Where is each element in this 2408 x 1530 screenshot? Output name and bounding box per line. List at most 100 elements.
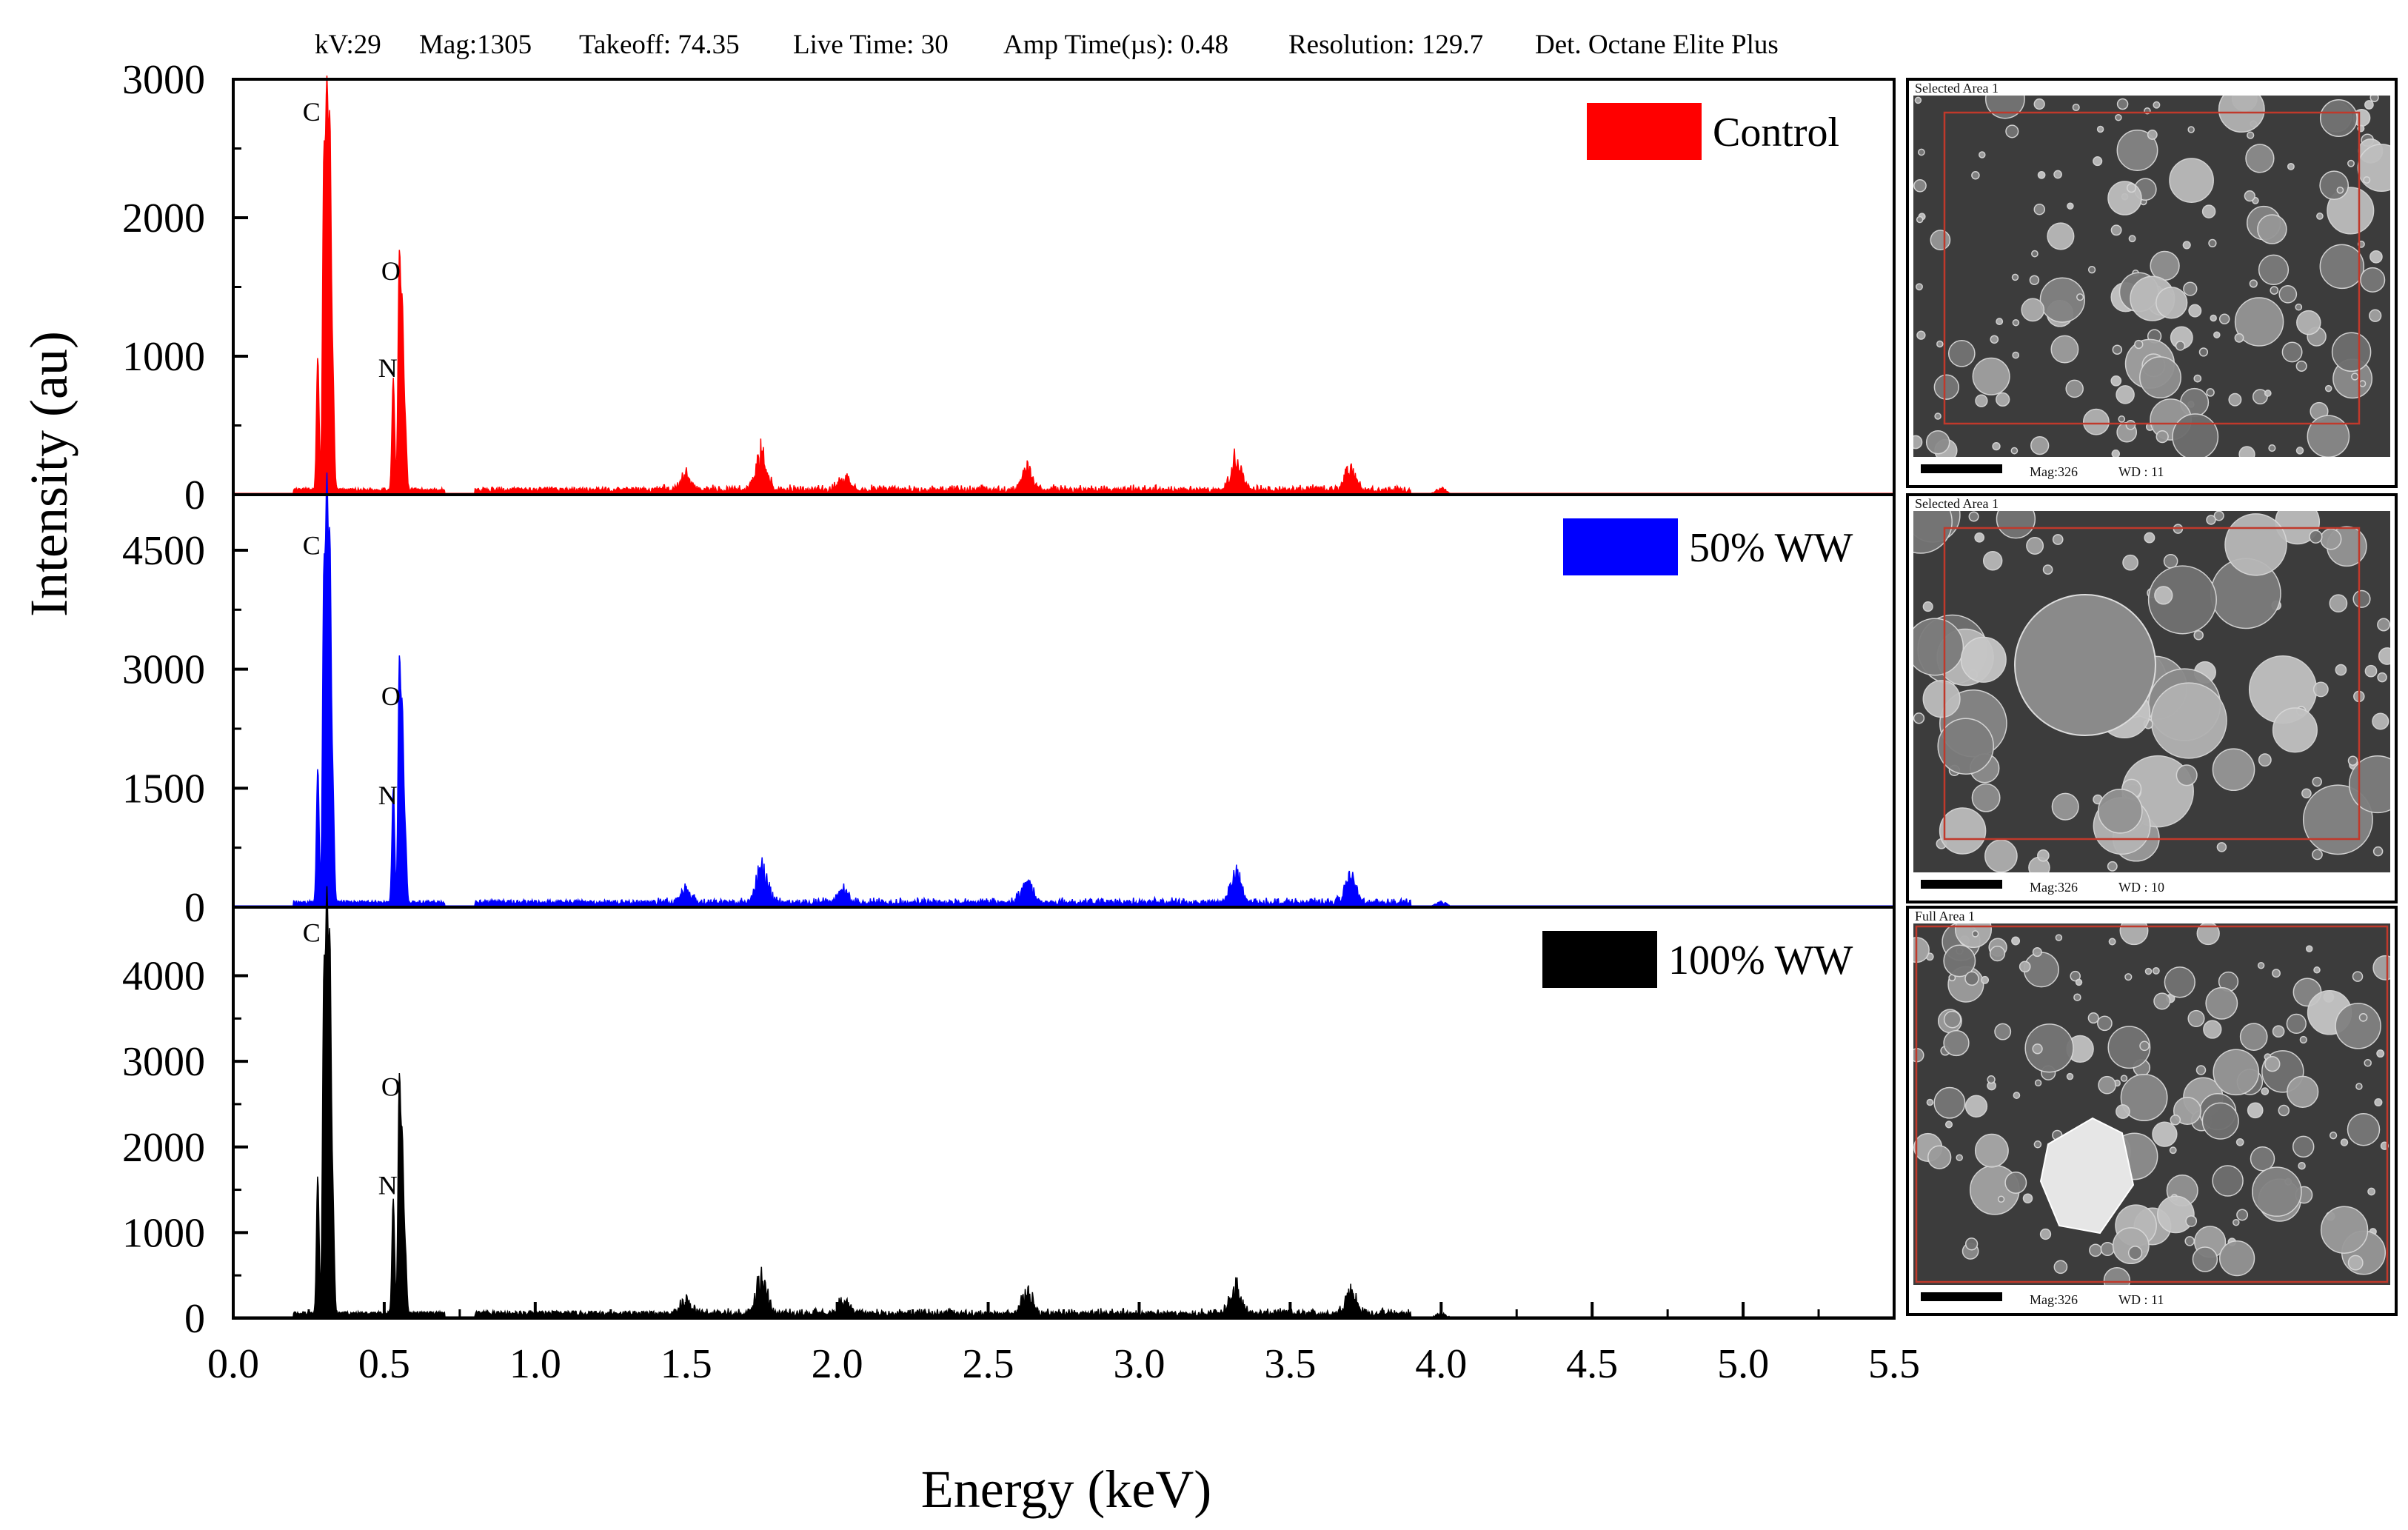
particle [2301, 788, 2312, 799]
legend-label: 100% WW [1668, 938, 1853, 983]
header-item: Mag:1305 [419, 30, 532, 60]
particle [1943, 1010, 1961, 1029]
particle [2029, 275, 2040, 285]
y-tick-label: 2000 [122, 196, 205, 241]
particle [2201, 1102, 2239, 1140]
particle [2312, 681, 2329, 698]
particle [1989, 945, 2006, 962]
peak-label-N: N [378, 353, 398, 383]
scale-bar [1921, 880, 2002, 889]
particle [2347, 755, 2358, 766]
particle [1913, 511, 1953, 554]
particle [2234, 333, 2244, 343]
particle [2329, 594, 2348, 613]
particle [1913, 712, 1925, 724]
panel-2: 0 1000 2000 3000 4000 C O N 100% WW [122, 886, 1896, 1342]
particle [1971, 783, 2001, 812]
particle [2313, 966, 2321, 974]
particle [1981, 975, 1990, 984]
particle [2239, 1023, 2268, 1051]
y-tick-label: 2000 [122, 1125, 205, 1171]
particle [2238, 446, 2255, 457]
particle [1982, 550, 2003, 571]
spectrum-panels: 0 1000 2000 3000 C O N Control 0 1500 3000 4500 C O N 5… [122, 57, 1896, 1342]
particle [2087, 266, 2096, 274]
particle [2182, 241, 2191, 250]
particle [1922, 680, 1961, 718]
particle [1994, 1023, 2012, 1040]
sem-working-distance: WD : 11 [2118, 1292, 2164, 1307]
particle [1971, 930, 1979, 938]
particle [2305, 945, 2313, 952]
particle [2374, 1098, 2383, 1107]
particle [2319, 99, 2358, 137]
particle [1937, 718, 1994, 775]
peak-label-O: O [381, 256, 401, 286]
particle [2116, 385, 2135, 404]
particle [2116, 130, 2158, 171]
particle [2116, 1104, 2130, 1119]
particle [2372, 846, 2384, 857]
particle [2320, 528, 2342, 550]
particle [2126, 183, 2137, 193]
particle [2329, 1132, 2338, 1140]
particle [2247, 1102, 2264, 1119]
particle [2013, 1092, 2021, 1099]
particle [2033, 1140, 2042, 1149]
header-item: Det. Octane Elite Plus [1535, 30, 1779, 60]
particle [2042, 564, 2053, 575]
x-tick-label: 2.5 [963, 1341, 1014, 1387]
particle [1936, 340, 1944, 348]
particle [2270, 286, 2279, 295]
particle [2218, 313, 2230, 324]
particle [2201, 204, 2216, 218]
particle [2295, 303, 2303, 311]
y-tick-label: 1000 [122, 334, 205, 380]
particle [2347, 159, 2355, 167]
particle [2272, 969, 2281, 978]
particle [2193, 629, 2204, 641]
particle [2103, 1266, 2131, 1285]
particle [2164, 966, 2195, 998]
particle [2005, 124, 2019, 138]
y-tick-label: 4500 [122, 528, 205, 574]
particle [2052, 534, 2064, 545]
particle [2247, 131, 2255, 139]
particle [2004, 1172, 2027, 1194]
particle [2352, 589, 2371, 608]
y-tick-label: 1000 [122, 1210, 205, 1256]
particle [2033, 98, 2045, 110]
particle [2307, 415, 2350, 457]
particle [2331, 332, 2372, 373]
x-tick-label: 4.0 [1415, 1341, 1467, 1387]
particle [2377, 672, 2387, 683]
particle [2128, 235, 2136, 243]
particle [1974, 1133, 2009, 1168]
particle [2024, 1023, 2074, 1073]
particle [2019, 961, 2031, 973]
particle [1925, 430, 1950, 455]
particle [2364, 100, 2374, 110]
particle [2358, 1013, 2368, 1022]
particle [2351, 373, 2359, 381]
particle [2296, 310, 2321, 335]
particle [2216, 842, 2227, 852]
x-tick-label: 3.0 [1113, 1341, 1165, 1387]
y-tick-label: 1500 [122, 766, 205, 812]
particle [2076, 293, 2084, 301]
particle [2272, 707, 2318, 753]
particle [2070, 970, 2081, 982]
particle [2073, 993, 2081, 1001]
particle [2120, 1074, 2168, 1121]
header-item: Resolution: 129.7 [1288, 30, 1483, 60]
particle [2175, 341, 2186, 351]
particle [2022, 1193, 2033, 1203]
particle [2264, 390, 2272, 397]
particle [2173, 1096, 2202, 1126]
particle [2010, 447, 2019, 455]
particle [1933, 374, 1959, 400]
particle [2295, 360, 2307, 372]
particle [2152, 1121, 2178, 1147]
particle [2093, 156, 2103, 167]
